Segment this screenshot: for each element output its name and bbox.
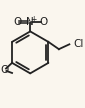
Text: O: O bbox=[1, 65, 9, 75]
Text: O: O bbox=[39, 17, 47, 27]
Text: N: N bbox=[26, 17, 34, 27]
Text: +: + bbox=[31, 15, 37, 24]
Text: Cl: Cl bbox=[73, 39, 83, 49]
Text: O: O bbox=[13, 17, 21, 27]
Text: ·: · bbox=[45, 15, 48, 25]
